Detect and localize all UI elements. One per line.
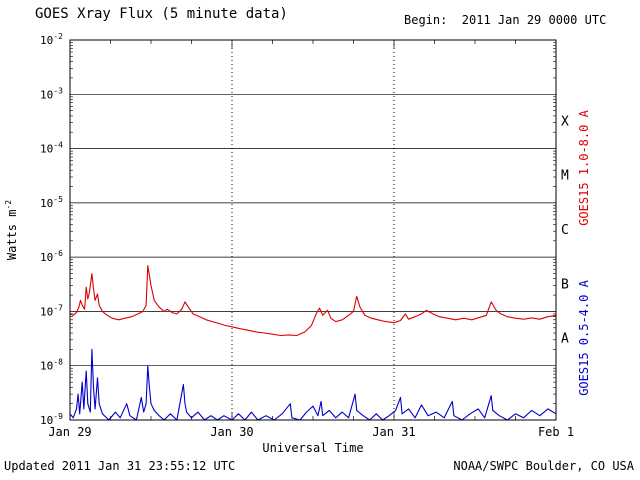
plot-border <box>69 39 557 421</box>
series-long-band <box>69 265 557 337</box>
channel-label: GOES15 1.0-8.0 A <box>577 109 591 225</box>
x-tick-label: Jan 29 <box>48 425 91 439</box>
flare-class-label: M <box>561 169 569 184</box>
source-credit: NOAA/SWPC Boulder, CO USA <box>453 459 634 473</box>
day-gridlines <box>231 40 395 420</box>
flare-class-label: A <box>561 332 569 347</box>
y-tick-label: 10-5 <box>40 195 63 210</box>
y-tick-label: 10-3 <box>40 86 63 101</box>
flare-class-labels: X M C B A <box>561 114 569 346</box>
x-axis-title: Universal Time <box>262 441 363 455</box>
x-tick-label: Jan 31 <box>372 425 415 439</box>
begin-timestamp: Begin: 2011 Jan 29 0000 UTC <box>404 13 607 27</box>
updated-timestamp: Updated 2011 Jan 31 23:55:12 UTC <box>4 459 236 473</box>
x-ticks <box>69 40 557 420</box>
y-tick-label: 10-8 <box>40 358 63 373</box>
y-gridlines-and-labels: 10-2 10-3 10-4 10-5 10-6 10-7 10-8 10-9 <box>40 32 556 427</box>
page-title: GOES Xray Flux (5 minute data) <box>35 6 288 22</box>
x-tick-label: Feb 1 <box>538 425 574 439</box>
series-short-band <box>69 348 557 421</box>
y-tick-label: 10-4 <box>40 141 63 156</box>
y-tick-label: 10-2 <box>40 32 63 47</box>
flare-class-label: X <box>561 114 569 129</box>
x-tick-labels: Jan 29 Jan 30 Jan 31 Feb 1 <box>48 425 574 439</box>
y-axis-title: Watts m-2 <box>4 200 19 260</box>
channel-label: GOES15 0.5-4.0 A <box>577 279 591 395</box>
y-tick-label: 10-7 <box>40 303 63 318</box>
flare-class-label: C <box>561 223 569 238</box>
x-tick-label: Jan 30 <box>210 425 253 439</box>
y-minor-ticks <box>70 42 556 405</box>
flare-class-label: B <box>561 277 569 292</box>
y-tick-label: 10-9 <box>40 412 63 427</box>
y-tick-label: 10-6 <box>40 249 63 264</box>
